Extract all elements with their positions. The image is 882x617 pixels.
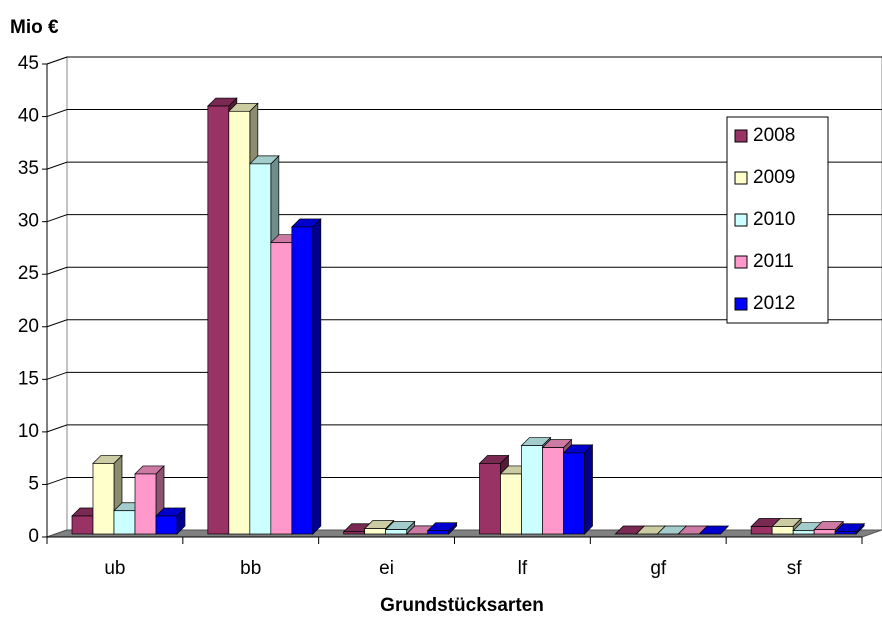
grid-line — [46, 109, 882, 118]
bar — [113, 510, 136, 535]
bar-side — [312, 218, 322, 535]
y-tick-label: 40 — [18, 106, 39, 127]
legend-swatch — [734, 129, 748, 143]
legend-swatch — [734, 171, 748, 185]
x-tick-label: ei — [379, 558, 394, 579]
bar-top — [698, 525, 730, 535]
y-tick-label: 0 — [28, 526, 39, 547]
legend-label: 2008 — [753, 125, 795, 146]
bar — [228, 110, 251, 535]
grid-line — [46, 266, 882, 275]
y-tick-label: 10 — [18, 421, 39, 442]
legend-swatch — [734, 297, 748, 311]
bar — [750, 526, 773, 535]
grid-line — [46, 214, 882, 223]
bar — [385, 529, 408, 535]
grid-line — [46, 319, 882, 328]
bar — [427, 530, 450, 535]
y-tick-label: 45 — [18, 53, 39, 74]
bar — [542, 447, 564, 535]
y-tick-label: 30 — [18, 211, 39, 232]
bar — [771, 526, 794, 535]
bar — [134, 473, 157, 535]
bar — [813, 529, 836, 535]
y-tick-label: 25 — [18, 263, 39, 284]
side-wall — [46, 56, 68, 538]
bar — [270, 242, 293, 535]
grid-line — [46, 476, 882, 485]
x-axis-title: Grundstücksarten — [380, 595, 544, 616]
bar — [479, 463, 501, 535]
legend-swatch — [734, 213, 748, 227]
bar — [249, 163, 272, 535]
grid-line — [46, 371, 882, 380]
bar — [92, 463, 115, 535]
x-tick-label: gf — [650, 558, 667, 579]
bar — [155, 515, 178, 535]
bar — [792, 530, 815, 535]
x-tick-label: sf — [787, 558, 803, 579]
x-tick-label: bb — [240, 558, 261, 579]
bar — [364, 528, 387, 535]
chart-title: Mio € — [10, 17, 59, 38]
bar — [500, 473, 522, 535]
bar-side — [584, 444, 593, 535]
grid-line — [46, 161, 882, 170]
bar — [563, 452, 585, 535]
bar — [834, 531, 857, 535]
grid-line — [46, 56, 882, 65]
bar — [291, 226, 314, 535]
x-tick-label: lf — [518, 558, 528, 579]
legend-swatch — [734, 255, 748, 269]
legend-label: 2011 — [753, 251, 794, 272]
grid-line — [46, 424, 882, 433]
legend-label: 2012 — [753, 293, 795, 314]
y-tick-label: 20 — [18, 316, 39, 337]
bar — [521, 445, 543, 535]
y-tick-label: 35 — [18, 158, 39, 179]
y-tick-label: 5 — [28, 473, 39, 494]
bar — [71, 515, 94, 535]
x-tick-label: ub — [104, 558, 125, 579]
bar — [343, 531, 366, 535]
y-tick-label: 15 — [18, 368, 39, 389]
legend-label: 2010 — [753, 209, 795, 230]
legend-label: 2009 — [753, 167, 795, 188]
bar — [207, 105, 230, 535]
